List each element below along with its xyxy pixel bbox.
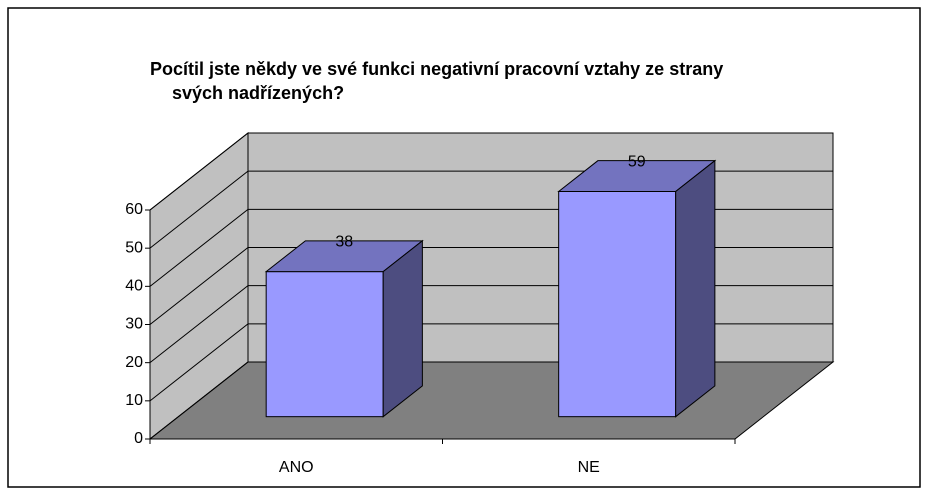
chart-title: svých nadřízených? xyxy=(172,83,344,103)
x-tick-label: ANO xyxy=(279,459,314,476)
value-label: 38 xyxy=(335,233,353,250)
value-label: 59 xyxy=(628,153,646,170)
floor xyxy=(148,361,835,440)
y-tick-label: 20 xyxy=(125,354,143,371)
bar-front xyxy=(265,271,384,418)
x-tick-label: NE xyxy=(578,459,600,476)
grid-line xyxy=(149,132,833,211)
y-tick-label: 30 xyxy=(125,316,143,333)
chart-title: Pocítil jste někdy ve své funkci negativ… xyxy=(150,59,723,79)
y-tick-label: 40 xyxy=(125,278,143,295)
y-tick-label: 0 xyxy=(134,430,143,447)
y-tick-label: 60 xyxy=(125,201,143,218)
bar-front xyxy=(558,190,677,418)
bar-side xyxy=(675,159,716,418)
y-tick-label: 10 xyxy=(125,392,143,409)
y-tick-label: 50 xyxy=(125,239,143,256)
bar-side xyxy=(382,239,423,418)
